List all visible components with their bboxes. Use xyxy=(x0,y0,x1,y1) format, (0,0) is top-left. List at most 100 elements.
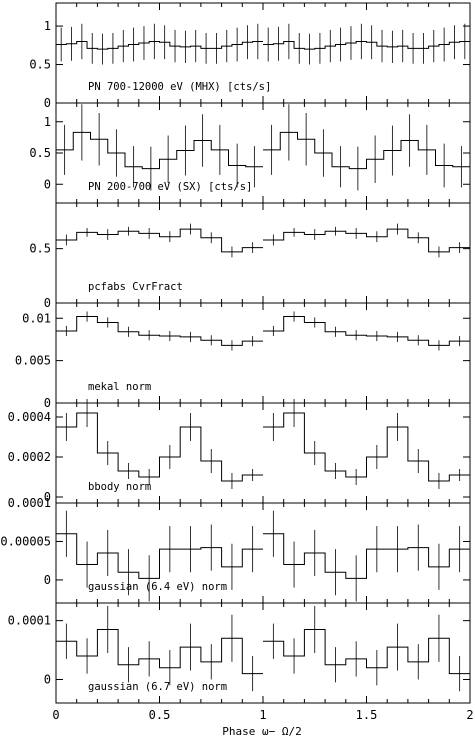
data-point xyxy=(319,47,321,49)
data-point xyxy=(314,628,316,631)
data-point xyxy=(288,131,290,133)
data-point xyxy=(231,480,233,482)
data-point xyxy=(314,233,316,236)
series-step-line xyxy=(263,533,470,579)
data-point xyxy=(65,640,67,642)
x-tick-label: 1 xyxy=(259,708,266,722)
data-point xyxy=(396,646,399,648)
data-point xyxy=(402,45,404,47)
data-point xyxy=(391,149,393,152)
data-point xyxy=(438,566,440,568)
data-point xyxy=(164,41,166,43)
data-point xyxy=(60,43,62,46)
data-point xyxy=(122,45,124,47)
data-point xyxy=(357,168,359,170)
y-tick-label: 0 xyxy=(44,296,51,310)
y-tick-label: 0 xyxy=(44,573,51,587)
data-point xyxy=(305,138,307,140)
data-point xyxy=(236,164,238,167)
data-point xyxy=(409,139,411,142)
data-point xyxy=(459,340,461,342)
series-step-line xyxy=(263,412,470,482)
data-point xyxy=(350,42,352,44)
y-tick-label: 1 xyxy=(44,115,51,129)
panel-3: 0 0.5 pcfabs CvrFract xyxy=(29,202,471,310)
data-point xyxy=(107,552,109,554)
data-point xyxy=(219,149,221,151)
data-point xyxy=(65,239,67,241)
data-point xyxy=(272,533,274,535)
y-tick-label: 0.0004 xyxy=(8,410,51,424)
data-point xyxy=(189,646,192,648)
data-point xyxy=(355,232,357,235)
data-point xyxy=(98,138,100,140)
y-tick-label: 0 xyxy=(44,490,51,504)
data-point xyxy=(252,246,254,249)
data-point xyxy=(459,548,461,550)
data-point xyxy=(376,456,378,458)
data-point xyxy=(184,46,186,48)
series-step-line xyxy=(56,316,263,346)
panel-label: mekal norm xyxy=(88,381,151,393)
data-point xyxy=(210,339,212,341)
panel-7: 0 0.0001 gaussian (6.7 eV) norm xyxy=(8,602,471,704)
data-point xyxy=(340,43,342,46)
data-point xyxy=(355,577,357,579)
data-point xyxy=(459,672,461,675)
series-step-line xyxy=(56,412,263,482)
data-point xyxy=(91,47,93,49)
data-point xyxy=(127,470,130,472)
data-point xyxy=(86,563,88,566)
data-point xyxy=(195,45,197,47)
data-point xyxy=(252,548,254,550)
data-point xyxy=(360,40,362,43)
data-point xyxy=(101,48,104,50)
data-point xyxy=(246,41,249,43)
data-point xyxy=(202,139,204,142)
panel-label: pcfabs CvrFract xyxy=(88,281,183,293)
data-point xyxy=(293,655,295,657)
data-point xyxy=(169,236,171,238)
data-point xyxy=(257,40,259,43)
panel-4: 0 0.005 0.01 mekal norm xyxy=(15,302,471,410)
data-point xyxy=(169,456,171,458)
series-step-line xyxy=(56,533,263,579)
data-point xyxy=(226,45,228,47)
data-point xyxy=(148,232,150,235)
x-tick-label: 0.5 xyxy=(149,708,171,722)
data-point xyxy=(334,571,337,573)
data-point xyxy=(376,236,378,238)
data-point xyxy=(148,476,150,478)
data-point xyxy=(293,563,295,566)
data-point xyxy=(391,46,393,48)
data-point xyxy=(81,40,83,43)
data-point xyxy=(252,672,254,675)
data-point xyxy=(189,228,192,230)
data-point xyxy=(107,321,109,324)
data-point xyxy=(115,152,117,154)
y-tick-label: 0 xyxy=(44,672,51,686)
data-point xyxy=(453,41,456,43)
x-axis-title: Phase ω− Ω/2 xyxy=(222,725,301,738)
panel-1: 0 0.5 1 PN 700-12000 eV (MHX) [cts/s] xyxy=(29,2,471,110)
data-point xyxy=(322,152,324,154)
data-point xyxy=(64,149,66,151)
data-point xyxy=(231,344,233,346)
data-point xyxy=(329,45,331,47)
series-step-line xyxy=(263,228,470,253)
data-point xyxy=(153,40,155,43)
x-tick-label: 1.5 xyxy=(356,708,378,722)
data-point xyxy=(464,40,466,43)
data-point xyxy=(210,547,212,549)
data-point xyxy=(148,658,150,660)
data-point xyxy=(433,45,435,47)
data-point xyxy=(314,321,316,324)
data-point xyxy=(252,474,254,476)
panel-label: gaussian (6.7 eV) norm xyxy=(88,681,227,693)
data-point xyxy=(376,667,378,669)
data-point xyxy=(272,239,274,241)
data-point xyxy=(374,158,376,160)
data-point xyxy=(460,166,462,168)
data-point xyxy=(355,658,357,660)
